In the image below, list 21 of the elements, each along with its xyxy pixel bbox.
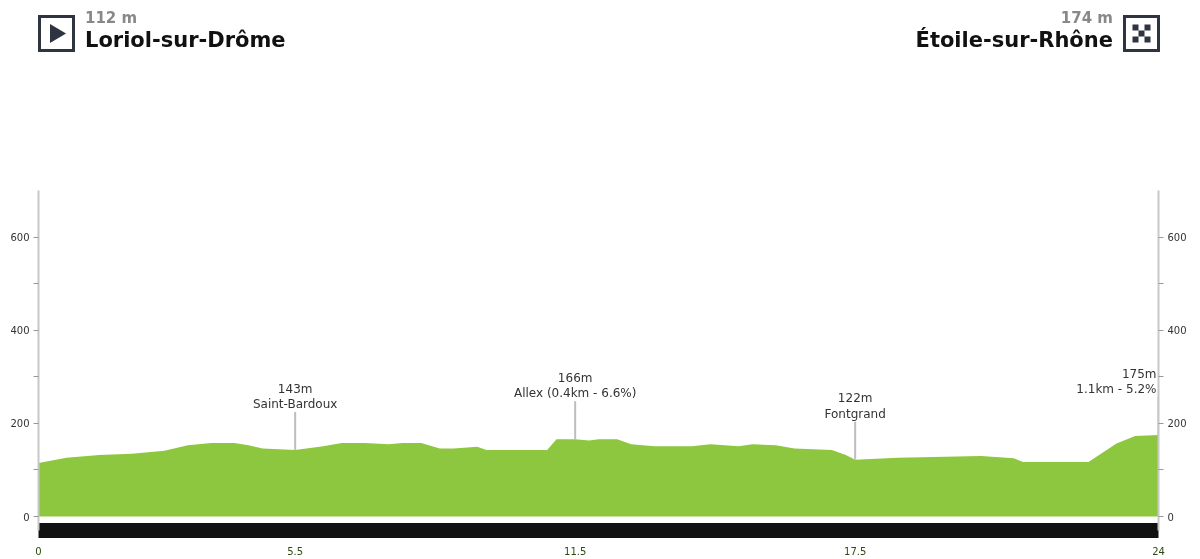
y2-tick-label: 600 <box>1167 232 1187 244</box>
y2-tick-label: 0 <box>1167 511 1174 523</box>
x-tick-label: 24 <box>1152 545 1165 557</box>
text: Loriol-sur-Drôme <box>85 27 286 53</box>
x-tick-label: 5.5 <box>287 545 304 557</box>
y-tick-label: 400 <box>10 325 30 337</box>
y-tick-label: 200 <box>10 418 30 430</box>
y-tick-label: 0 <box>23 511 30 523</box>
annotation: 143m Saint-Bardoux <box>252 381 338 411</box>
annotation: 166m Allex (0.4km - 6.6%) <box>513 370 637 401</box>
y-tick-label: 600 <box>10 232 30 244</box>
x-tick-label: 0 <box>35 545 42 557</box>
text: 174 m <box>1059 9 1113 27</box>
text: Étoile-sur-Rhône <box>915 27 1113 53</box>
y2-tick-label: 200 <box>1167 418 1187 430</box>
annotation: 175m 1.1km - 5.2% <box>1076 366 1157 397</box>
text: 112 m <box>85 9 139 27</box>
y2-tick-label: 400 <box>1167 325 1187 337</box>
annotation: 122m Fontgrand <box>824 391 886 421</box>
x-tick-label: 11.5 <box>564 545 587 557</box>
x-tick-label: 17.5 <box>844 545 867 557</box>
